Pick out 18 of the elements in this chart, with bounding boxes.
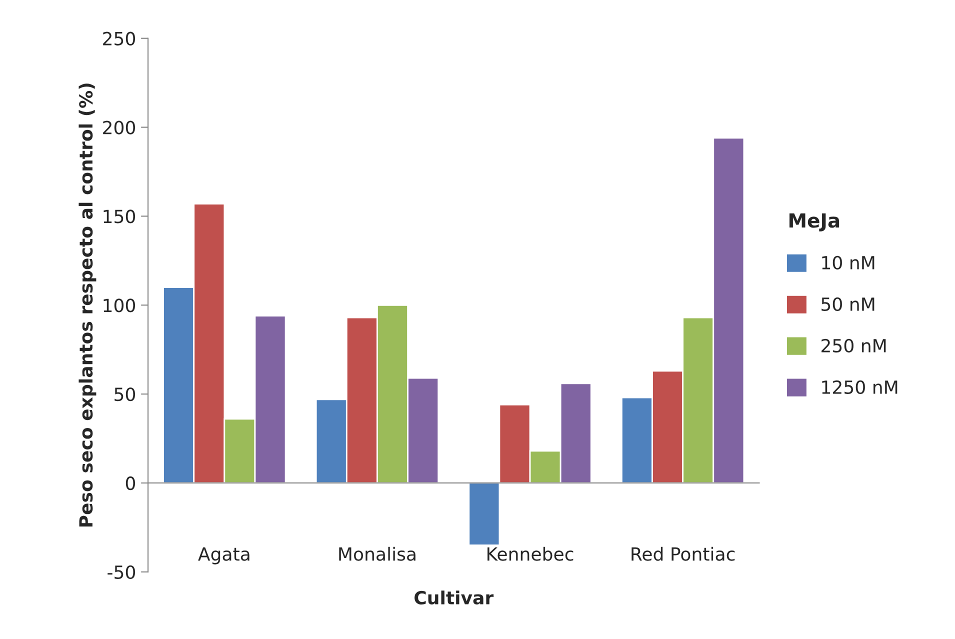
y-tick-label: 50 — [114, 388, 136, 402]
legend-label: 1250 nM — [822, 380, 898, 394]
x-tick-label: Red Pontiac — [632, 546, 735, 561]
y-tick-label: 200 — [103, 120, 136, 134]
y-tick-label: 0 — [126, 476, 136, 490]
y-tick-label: 100 — [104, 298, 136, 312]
y-tick-label: 250 — [103, 32, 136, 46]
legend-label: 250 nM — [822, 338, 886, 353]
x-tick-label: Monalisa — [339, 546, 416, 561]
x-axis-title: Cultivar — [414, 590, 494, 605]
y-tick-label: 150 — [104, 210, 136, 224]
x-tick-label: Agata — [198, 547, 250, 564]
legend-title: MeJa — [789, 213, 840, 232]
legend-label: 50 nM — [822, 297, 874, 312]
x-tick-label: Kennebec — [488, 546, 574, 561]
y-axis-title: Peso seco explantos respecto al control (%) — [78, 84, 96, 527]
y-tick-label: -50 — [108, 565, 136, 580]
legend-label: 10 nM — [822, 256, 874, 270]
